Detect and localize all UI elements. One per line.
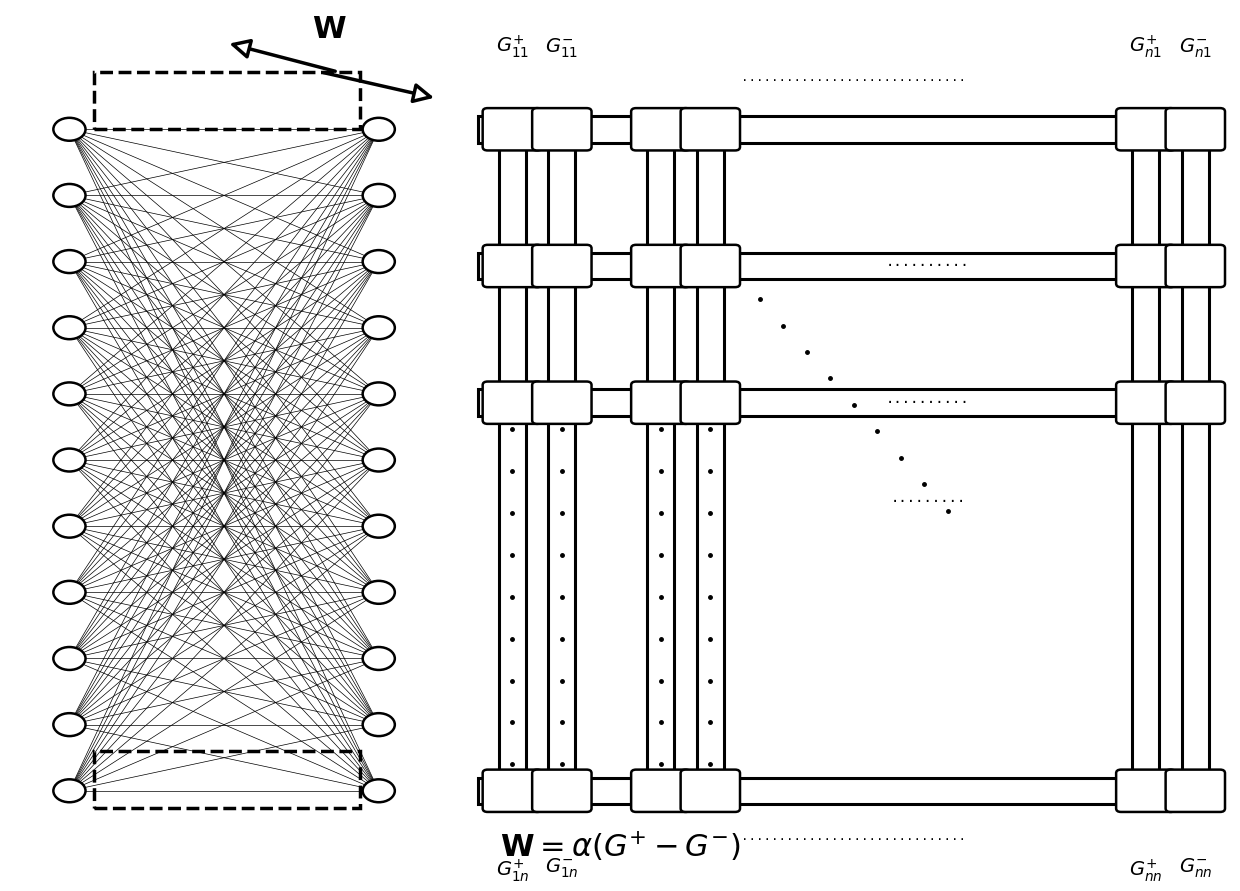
Circle shape: [53, 250, 86, 273]
FancyBboxPatch shape: [681, 770, 740, 812]
FancyBboxPatch shape: [631, 245, 691, 287]
Bar: [1132, 116, 1159, 804]
FancyBboxPatch shape: [532, 381, 591, 424]
Text: $G_{n1}^{+}$: $G_{n1}^{+}$: [1130, 34, 1162, 61]
Bar: [477, 253, 1214, 279]
Text: $\mathbf{W} = \alpha(G^{+} - G^{-})$: $\mathbf{W} = \alpha(G^{+} - G^{-})$: [500, 830, 740, 863]
FancyBboxPatch shape: [532, 770, 591, 812]
Bar: [548, 116, 575, 804]
Text: $G_{nn}^{+}$: $G_{nn}^{+}$: [1130, 857, 1163, 884]
FancyBboxPatch shape: [631, 381, 691, 424]
FancyBboxPatch shape: [482, 245, 542, 287]
FancyBboxPatch shape: [1166, 381, 1225, 424]
Circle shape: [53, 316, 86, 339]
FancyBboxPatch shape: [1166, 770, 1225, 812]
Circle shape: [53, 118, 86, 141]
Text: ··········: ··········: [887, 259, 970, 273]
Bar: [697, 116, 724, 804]
Text: $G_{11}^{+}$: $G_{11}^{+}$: [496, 34, 529, 61]
Text: ······························: ······························: [742, 74, 966, 87]
Circle shape: [362, 581, 394, 604]
Bar: [647, 116, 675, 804]
FancyBboxPatch shape: [681, 245, 740, 287]
Text: $G_{1n}^{-}$: $G_{1n}^{-}$: [546, 857, 579, 880]
Circle shape: [362, 713, 394, 736]
Text: $G_{n1}^{-}$: $G_{n1}^{-}$: [1179, 37, 1211, 61]
Bar: [94, 72, 360, 129]
Circle shape: [362, 382, 394, 405]
FancyBboxPatch shape: [1116, 108, 1176, 151]
FancyBboxPatch shape: [681, 381, 740, 424]
Circle shape: [362, 118, 394, 141]
Bar: [477, 778, 1214, 804]
FancyBboxPatch shape: [1116, 381, 1176, 424]
Text: $G_{11}^{-}$: $G_{11}^{-}$: [546, 37, 578, 61]
FancyBboxPatch shape: [1116, 770, 1176, 812]
Text: ······························: ······························: [742, 833, 966, 846]
Circle shape: [362, 515, 394, 537]
FancyBboxPatch shape: [1166, 108, 1225, 151]
FancyBboxPatch shape: [681, 108, 740, 151]
Circle shape: [53, 780, 86, 802]
Circle shape: [53, 515, 86, 537]
Circle shape: [362, 184, 394, 207]
Bar: [498, 116, 526, 804]
Text: ··········: ··········: [887, 396, 970, 410]
Text: $G_{nn}^{-}$: $G_{nn}^{-}$: [1178, 857, 1211, 880]
FancyBboxPatch shape: [1166, 245, 1225, 287]
Text: $G_{1n}^{+}$: $G_{1n}^{+}$: [496, 857, 529, 884]
Bar: [477, 116, 1214, 143]
Circle shape: [53, 647, 86, 670]
FancyBboxPatch shape: [631, 108, 691, 151]
Circle shape: [362, 316, 394, 339]
FancyBboxPatch shape: [482, 108, 542, 151]
Circle shape: [362, 647, 394, 670]
FancyBboxPatch shape: [631, 770, 691, 812]
Circle shape: [53, 713, 86, 736]
Circle shape: [53, 382, 86, 405]
FancyBboxPatch shape: [532, 245, 591, 287]
FancyBboxPatch shape: [482, 381, 542, 424]
Circle shape: [362, 448, 394, 471]
Circle shape: [53, 581, 86, 604]
Circle shape: [53, 184, 86, 207]
Circle shape: [362, 780, 394, 802]
Circle shape: [362, 250, 394, 273]
FancyBboxPatch shape: [1116, 245, 1176, 287]
Text: W: W: [312, 15, 346, 45]
Bar: [1182, 116, 1209, 804]
FancyBboxPatch shape: [532, 108, 591, 151]
FancyBboxPatch shape: [482, 770, 542, 812]
Bar: [94, 751, 360, 808]
Circle shape: [53, 448, 86, 471]
Text: ·········: ·········: [890, 495, 966, 510]
Bar: [477, 389, 1214, 416]
